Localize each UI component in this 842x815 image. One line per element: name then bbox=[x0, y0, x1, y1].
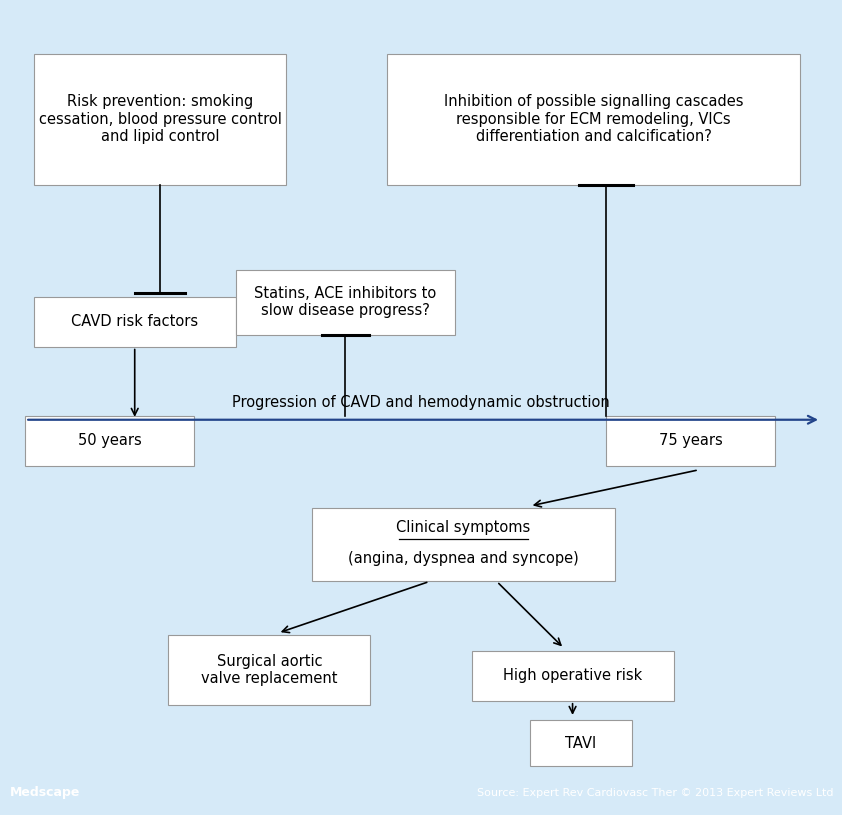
Text: Medscape: Medscape bbox=[10, 786, 81, 799]
FancyBboxPatch shape bbox=[606, 416, 775, 466]
Text: Inhibition of possible signalling cascades
responsible for ECM remodeling, VICs
: Inhibition of possible signalling cascad… bbox=[444, 95, 743, 144]
Text: Risk prevention: smoking
cessation, blood pressure control
and lipid control: Risk prevention: smoking cessation, bloo… bbox=[39, 95, 281, 144]
Text: 50 years: 50 years bbox=[77, 434, 141, 448]
FancyBboxPatch shape bbox=[25, 416, 194, 466]
FancyBboxPatch shape bbox=[312, 509, 615, 581]
FancyBboxPatch shape bbox=[34, 297, 236, 346]
Text: Clinical symptoms: Clinical symptoms bbox=[396, 521, 530, 535]
Text: 75 years: 75 years bbox=[658, 434, 722, 448]
Text: Progression of CAVD and hemodynamic obstruction: Progression of CAVD and hemodynamic obst… bbox=[232, 394, 610, 410]
Text: High operative risk: High operative risk bbox=[503, 668, 642, 683]
FancyBboxPatch shape bbox=[530, 720, 632, 766]
FancyBboxPatch shape bbox=[34, 54, 286, 185]
Text: Source: Expert Rev Cardiovasc Ther © 2013 Expert Reviews Ltd: Source: Expert Rev Cardiovasc Ther © 201… bbox=[477, 787, 834, 798]
FancyBboxPatch shape bbox=[236, 270, 455, 335]
Text: CAVD risk factors: CAVD risk factors bbox=[72, 314, 198, 329]
FancyBboxPatch shape bbox=[387, 54, 800, 185]
FancyBboxPatch shape bbox=[472, 651, 674, 701]
Text: Statins, ACE inhibitors to
slow disease progress?: Statins, ACE inhibitors to slow disease … bbox=[254, 286, 436, 319]
Text: (angina, dyspnea and syncope): (angina, dyspnea and syncope) bbox=[348, 551, 578, 566]
Text: Surgical aortic
valve replacement: Surgical aortic valve replacement bbox=[201, 654, 338, 686]
Text: TAVI: TAVI bbox=[565, 736, 597, 751]
FancyBboxPatch shape bbox=[168, 636, 370, 705]
